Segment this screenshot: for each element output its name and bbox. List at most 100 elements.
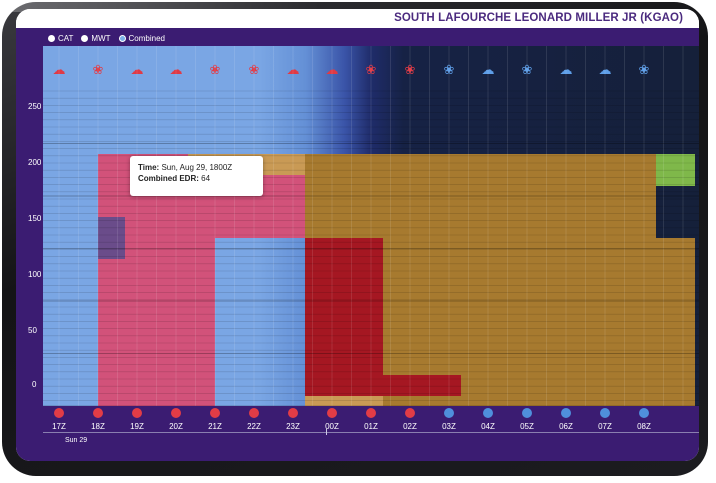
time-dot-icon[interactable] bbox=[327, 408, 337, 418]
time-dot-icon[interactable] bbox=[171, 408, 181, 418]
edr-type-selector: CAT MWT Combined bbox=[48, 32, 165, 44]
time-tick[interactable]: 03Z bbox=[434, 406, 464, 431]
weather-icon-band: ☁ ❀ ☁ ☁ ❀ ❀ ☁ ☁ ❀ ❀ ❀ ☁ ❀ ☁ ☁ ❀ bbox=[43, 46, 699, 91]
radio-cat[interactable]: CAT bbox=[48, 32, 73, 44]
screen: SOUTH LAFOURCHE LEONARD MILLER JR (KGAO)… bbox=[16, 9, 699, 461]
time-tick[interactable]: 22Z bbox=[239, 406, 269, 431]
time-tick[interactable]: 06Z bbox=[551, 406, 581, 431]
time-tick[interactable]: 18Z bbox=[83, 406, 113, 431]
time-tick-label: 18Z bbox=[91, 422, 105, 431]
time-tick[interactable]: 17Z bbox=[44, 406, 74, 431]
radio-mwt-label: MWT bbox=[91, 33, 111, 43]
edr-cell-olive[interactable] bbox=[304, 154, 656, 238]
time-tick[interactable]: 23Z bbox=[278, 406, 308, 431]
radio-cat-circle[interactable] bbox=[48, 34, 55, 42]
time-dot-icon[interactable] bbox=[522, 408, 532, 418]
edr-cell-crimson[interactable] bbox=[382, 374, 461, 396]
wind-weather-icon: ❀ bbox=[443, 62, 455, 77]
radio-cat-label: CAT bbox=[58, 33, 74, 43]
timeline-scrubber[interactable] bbox=[43, 432, 699, 433]
wind-weather-icon: ❀ bbox=[404, 62, 416, 77]
time-tick[interactable]: 19Z bbox=[122, 406, 152, 431]
time-tick[interactable]: 21Z bbox=[200, 406, 230, 431]
tooltip-time-value: Sun, Aug 29, 1800Z bbox=[161, 163, 233, 172]
day-label: Sun 29 bbox=[65, 437, 88, 444]
y-tick-label: 250 bbox=[28, 102, 42, 111]
time-tick[interactable]: 05Z bbox=[512, 406, 542, 431]
edr-heatmap[interactable]: ☁ ❀ ☁ ☁ ❀ ❀ ☁ ☁ ❀ ❀ ❀ ☁ ❀ ☁ ☁ ❀ bbox=[43, 46, 699, 406]
time-tick[interactable]: 08Z bbox=[629, 406, 659, 431]
edr-cell-crimson[interactable] bbox=[304, 238, 383, 406]
time-tick-label: 05Z bbox=[520, 422, 534, 431]
storm-weather-icon: ☁ bbox=[325, 62, 339, 77]
time-tick-label: 17Z bbox=[52, 422, 66, 431]
time-dot-icon[interactable] bbox=[483, 408, 493, 418]
edr-cell-lime[interactable] bbox=[655, 154, 695, 186]
time-tick-label: 01Z bbox=[364, 422, 378, 431]
storm-weather-icon: ☁ bbox=[559, 62, 573, 77]
time-tick-label: 06Z bbox=[559, 422, 573, 431]
y-tick-label: 200 bbox=[28, 158, 42, 167]
time-dot-icon[interactable] bbox=[210, 408, 220, 418]
time-dot-icon[interactable] bbox=[639, 408, 649, 418]
y-tick-label: 100 bbox=[28, 270, 42, 279]
time-tick-label: 20Z bbox=[169, 422, 183, 431]
storm-weather-icon: ☁ bbox=[52, 62, 66, 77]
storm-weather-icon: ☁ bbox=[130, 62, 144, 77]
time-tick-label: 02Z bbox=[403, 422, 417, 431]
time-dot-icon[interactable] bbox=[93, 408, 103, 418]
time-tick-label: 04Z bbox=[481, 422, 495, 431]
timeline-handle[interactable] bbox=[326, 429, 327, 435]
y-tick-label: 150 bbox=[28, 214, 42, 223]
time-tick-label: 00Z bbox=[325, 422, 339, 431]
time-dot-icon[interactable] bbox=[249, 408, 259, 418]
edr-cell-tan[interactable] bbox=[304, 395, 383, 406]
time-tick-label: 03Z bbox=[442, 422, 456, 431]
edr-cell-pink[interactable] bbox=[98, 154, 215, 406]
tooltip-edr-value: 64 bbox=[201, 174, 211, 183]
time-tick[interactable]: 01Z bbox=[356, 406, 386, 431]
storm-weather-icon: ☁ bbox=[481, 62, 495, 77]
time-dot-icon[interactable] bbox=[444, 408, 454, 418]
edr-cell-purple[interactable] bbox=[98, 217, 126, 259]
storm-weather-icon: ☁ bbox=[598, 62, 612, 77]
title-bar: SOUTH LAFOURCHE LEONARD MILLER JR (KGAO) bbox=[16, 9, 699, 28]
storm-weather-icon: ☁ bbox=[286, 62, 300, 77]
time-tick[interactable]: 20Z bbox=[161, 406, 191, 431]
hover-tooltip: Time: Sun, Aug 29, 1800Z Combined EDR: 6… bbox=[130, 156, 263, 196]
time-dot-icon[interactable] bbox=[54, 408, 64, 418]
radio-combined[interactable]: Combined bbox=[118, 32, 165, 44]
radio-mwt[interactable]: MWT bbox=[81, 32, 111, 44]
time-tick[interactable]: 04Z bbox=[473, 406, 503, 431]
time-dot-icon[interactable] bbox=[132, 408, 142, 418]
time-tick-label: 23Z bbox=[286, 422, 300, 431]
wind-weather-icon: ❀ bbox=[365, 62, 377, 77]
wind-weather-icon: ❀ bbox=[209, 62, 221, 77]
wind-weather-icon: ❀ bbox=[92, 62, 104, 77]
time-dot-icon[interactable] bbox=[288, 408, 298, 418]
time-tick-label: 22Z bbox=[247, 422, 261, 431]
y-tick-label: 0 bbox=[32, 380, 37, 389]
tooltip-time-label: Time: bbox=[138, 163, 160, 172]
y-tick-label: 50 bbox=[28, 326, 37, 335]
time-tick[interactable]: 00Z bbox=[317, 406, 347, 431]
wind-weather-icon: ❀ bbox=[248, 62, 260, 77]
time-tick-label: 08Z bbox=[637, 422, 651, 431]
time-tick-label: 21Z bbox=[208, 422, 222, 431]
time-axis: 17Z 18Z 19Z 20Z 21Z 22Z 23Z 00Z 01Z 02Z 03Z 04Z 05Z 0… bbox=[43, 406, 699, 436]
time-tick[interactable]: 07Z bbox=[590, 406, 620, 431]
wind-weather-icon: ❀ bbox=[521, 62, 533, 77]
radio-mwt-circle[interactable] bbox=[81, 34, 89, 42]
radio-combined-circle[interactable] bbox=[118, 34, 126, 42]
wind-weather-icon: ❀ bbox=[638, 62, 650, 77]
storm-weather-icon: ☁ bbox=[169, 62, 183, 77]
time-dot-icon[interactable] bbox=[561, 408, 571, 418]
time-dot-icon[interactable] bbox=[600, 408, 610, 418]
time-tick[interactable]: 02Z bbox=[395, 406, 425, 431]
time-dot-icon[interactable] bbox=[366, 408, 376, 418]
turbulence-app: CAT MWT Combined 250 200 150 100 50 0 ☁ ❀… bbox=[16, 28, 699, 461]
time-dot-icon[interactable] bbox=[405, 408, 415, 418]
radio-combined-label: Combined bbox=[128, 33, 165, 43]
station-title: SOUTH LAFOURCHE LEONARD MILLER JR (KGAO) bbox=[394, 12, 683, 24]
tooltip-edr-label: Combined EDR: bbox=[138, 174, 199, 183]
